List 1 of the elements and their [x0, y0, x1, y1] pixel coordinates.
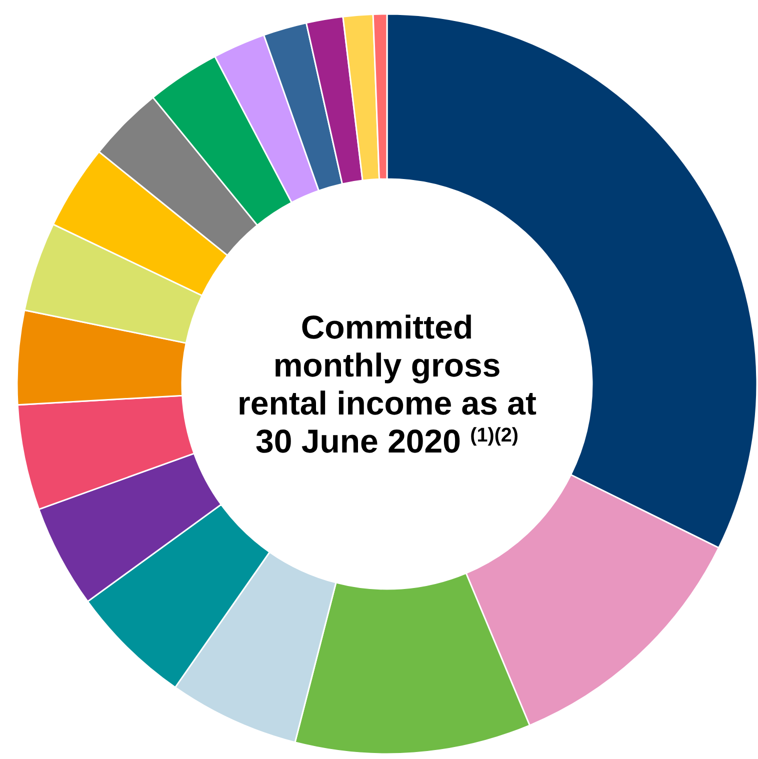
- text: Committed monthly gross rental income as at 30 June 2020 $^{(1)(2)}$: [238, 308, 536, 460]
